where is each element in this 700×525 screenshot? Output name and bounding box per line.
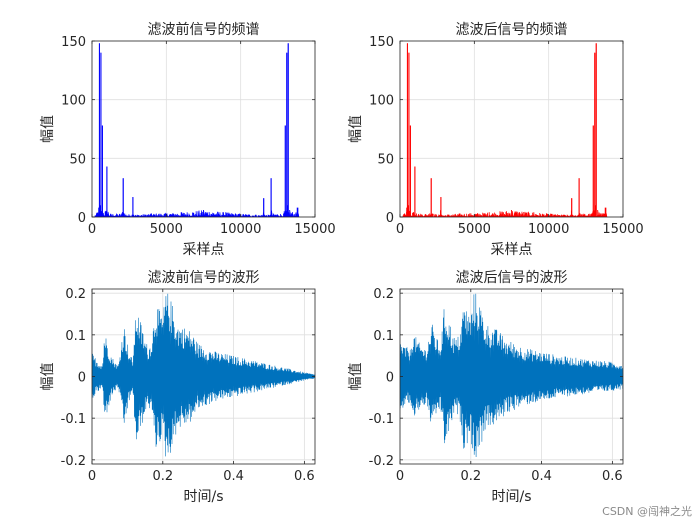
x-axis-label: 采样点: [183, 242, 225, 258]
x-tick-label: 5000: [150, 222, 183, 237]
plot-area: [400, 41, 623, 217]
x-axis-label: 时间/s: [183, 489, 223, 505]
y-tick-label: 0: [78, 371, 86, 386]
y-axis-label: 幅值: [348, 115, 364, 143]
x-axis-label: 采样点: [491, 242, 533, 258]
chart-title: 滤波后信号的波形: [456, 270, 568, 286]
chart-title: 滤波前信号的频谱: [148, 21, 260, 38]
x-tick-label: 0: [88, 469, 96, 484]
y-tick-label: 50: [69, 152, 86, 167]
y-tick-label: -0.2: [369, 454, 394, 469]
series-4: [400, 293, 623, 458]
x-tick-label: 0.6: [294, 469, 315, 484]
x-tick-label: 15000: [602, 222, 643, 237]
spectrum-line: [92, 43, 299, 217]
y-tick-label: 0: [386, 371, 394, 386]
y-tick-label: 100: [61, 94, 86, 109]
x-tick-label: 0.2: [460, 469, 481, 484]
x-tick-label: 5000: [458, 222, 491, 237]
axes-box: [91, 40, 316, 218]
x-tick-label: 0: [396, 469, 404, 484]
series-3: [92, 293, 315, 457]
y-tick-label: 50: [377, 152, 394, 167]
y-tick-label: 0: [78, 211, 86, 226]
y-tick-label: 0.1: [65, 329, 86, 344]
chart-title: 滤波前信号的波形: [148, 269, 260, 286]
x-tick-label: 10000: [528, 222, 569, 237]
y-axis-label: 幅值: [40, 363, 56, 391]
y-tick-label: 100: [369, 94, 394, 109]
y-tick-label: -0.2: [61, 454, 86, 469]
x-axis-label: 时间/s: [491, 489, 531, 505]
y-tick-label: 0: [386, 211, 394, 226]
watermark: CSDN @闯神之光: [602, 505, 692, 518]
x-tick-label: 0.6: [602, 469, 623, 484]
y-tick-label: -0.1: [369, 412, 394, 427]
x-tick-label: 10000: [220, 222, 261, 237]
x-tick-label: 0: [88, 222, 96, 237]
x-tick-label: 0.4: [531, 469, 552, 484]
y-axis-label: 幅值: [348, 363, 364, 391]
y-tick-label: -0.1: [61, 412, 86, 427]
axes-box: [399, 40, 624, 218]
x-tick-label: 0.4: [223, 469, 244, 484]
waveform-line: [92, 293, 315, 457]
x-tick-label: 0: [396, 222, 404, 237]
y-axis-label: 幅值: [40, 115, 56, 143]
spectrum-line: [400, 43, 607, 217]
waveform-line: [400, 293, 623, 458]
plot-area: [92, 41, 315, 217]
y-tick-label: 0.1: [373, 329, 394, 344]
x-tick-label: 0.2: [152, 469, 173, 484]
y-tick-label: 0.2: [373, 287, 394, 302]
y-tick-label: 0.2: [65, 287, 86, 302]
y-tick-label: 150: [61, 35, 86, 50]
series-1: [92, 43, 300, 217]
x-tick-label: 15000: [294, 222, 335, 237]
y-tick-label: 150: [369, 35, 394, 50]
chart-title: 滤波后信号的频谱: [456, 22, 568, 38]
